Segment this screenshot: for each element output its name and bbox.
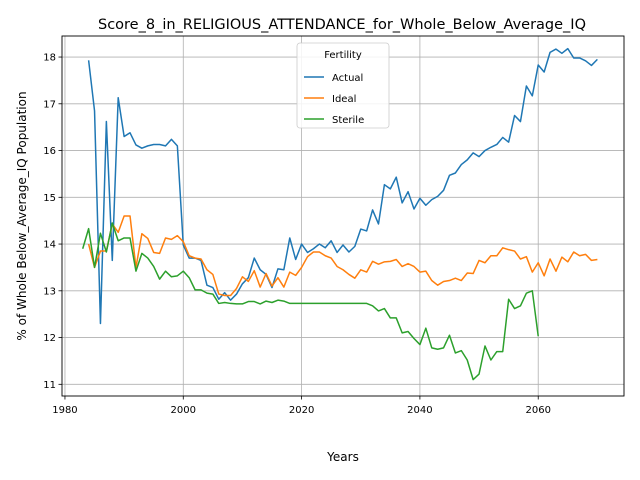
y-tick-label: 11	[43, 380, 56, 391]
legend-label-actual: Actual	[332, 73, 363, 84]
legend-label-sterile: Sterile	[332, 115, 364, 126]
legend-label-ideal: Ideal	[332, 94, 356, 105]
x-tick-label: 2020	[289, 405, 314, 416]
y-tick-label: 18	[43, 53, 56, 64]
y-tick-label: 12	[43, 333, 56, 344]
y-tick-label: 16	[43, 146, 56, 157]
x-tick-label: 2000	[171, 405, 196, 416]
plot-frame	[61, 35, 625, 397]
x-tick-label: 2060	[525, 405, 550, 416]
x-axis-label: Years	[326, 450, 359, 464]
legend-title: Fertility	[324, 50, 362, 61]
series-line-actual	[87, 47, 598, 325]
y-axis: 11 12 13 14 15 16 17 18	[43, 53, 62, 391]
y-tick-label: 14	[43, 240, 56, 251]
series-layer	[81, 47, 598, 381]
y-tick-label: 13	[43, 286, 56, 297]
series-line-ideal	[87, 215, 598, 297]
x-tick-label: 1980	[52, 405, 77, 416]
legend-box	[296, 42, 390, 129]
legend: Fertility Actual Ideal Sterile	[296, 42, 390, 129]
y-tick-label: 15	[43, 193, 56, 204]
chart-title: Score_8_in_RELIGIOUS_ATTENDANCE_for_Whol…	[98, 17, 586, 33]
x-axis: 1980 2000 2020 2040 2060	[52, 396, 551, 416]
series-line-sterile	[81, 222, 539, 381]
y-tick-label: 17	[43, 99, 56, 110]
x-tick-label: 2040	[407, 405, 432, 416]
y-axis-label: % of Whole Below_Average_IQ Population	[15, 91, 29, 340]
